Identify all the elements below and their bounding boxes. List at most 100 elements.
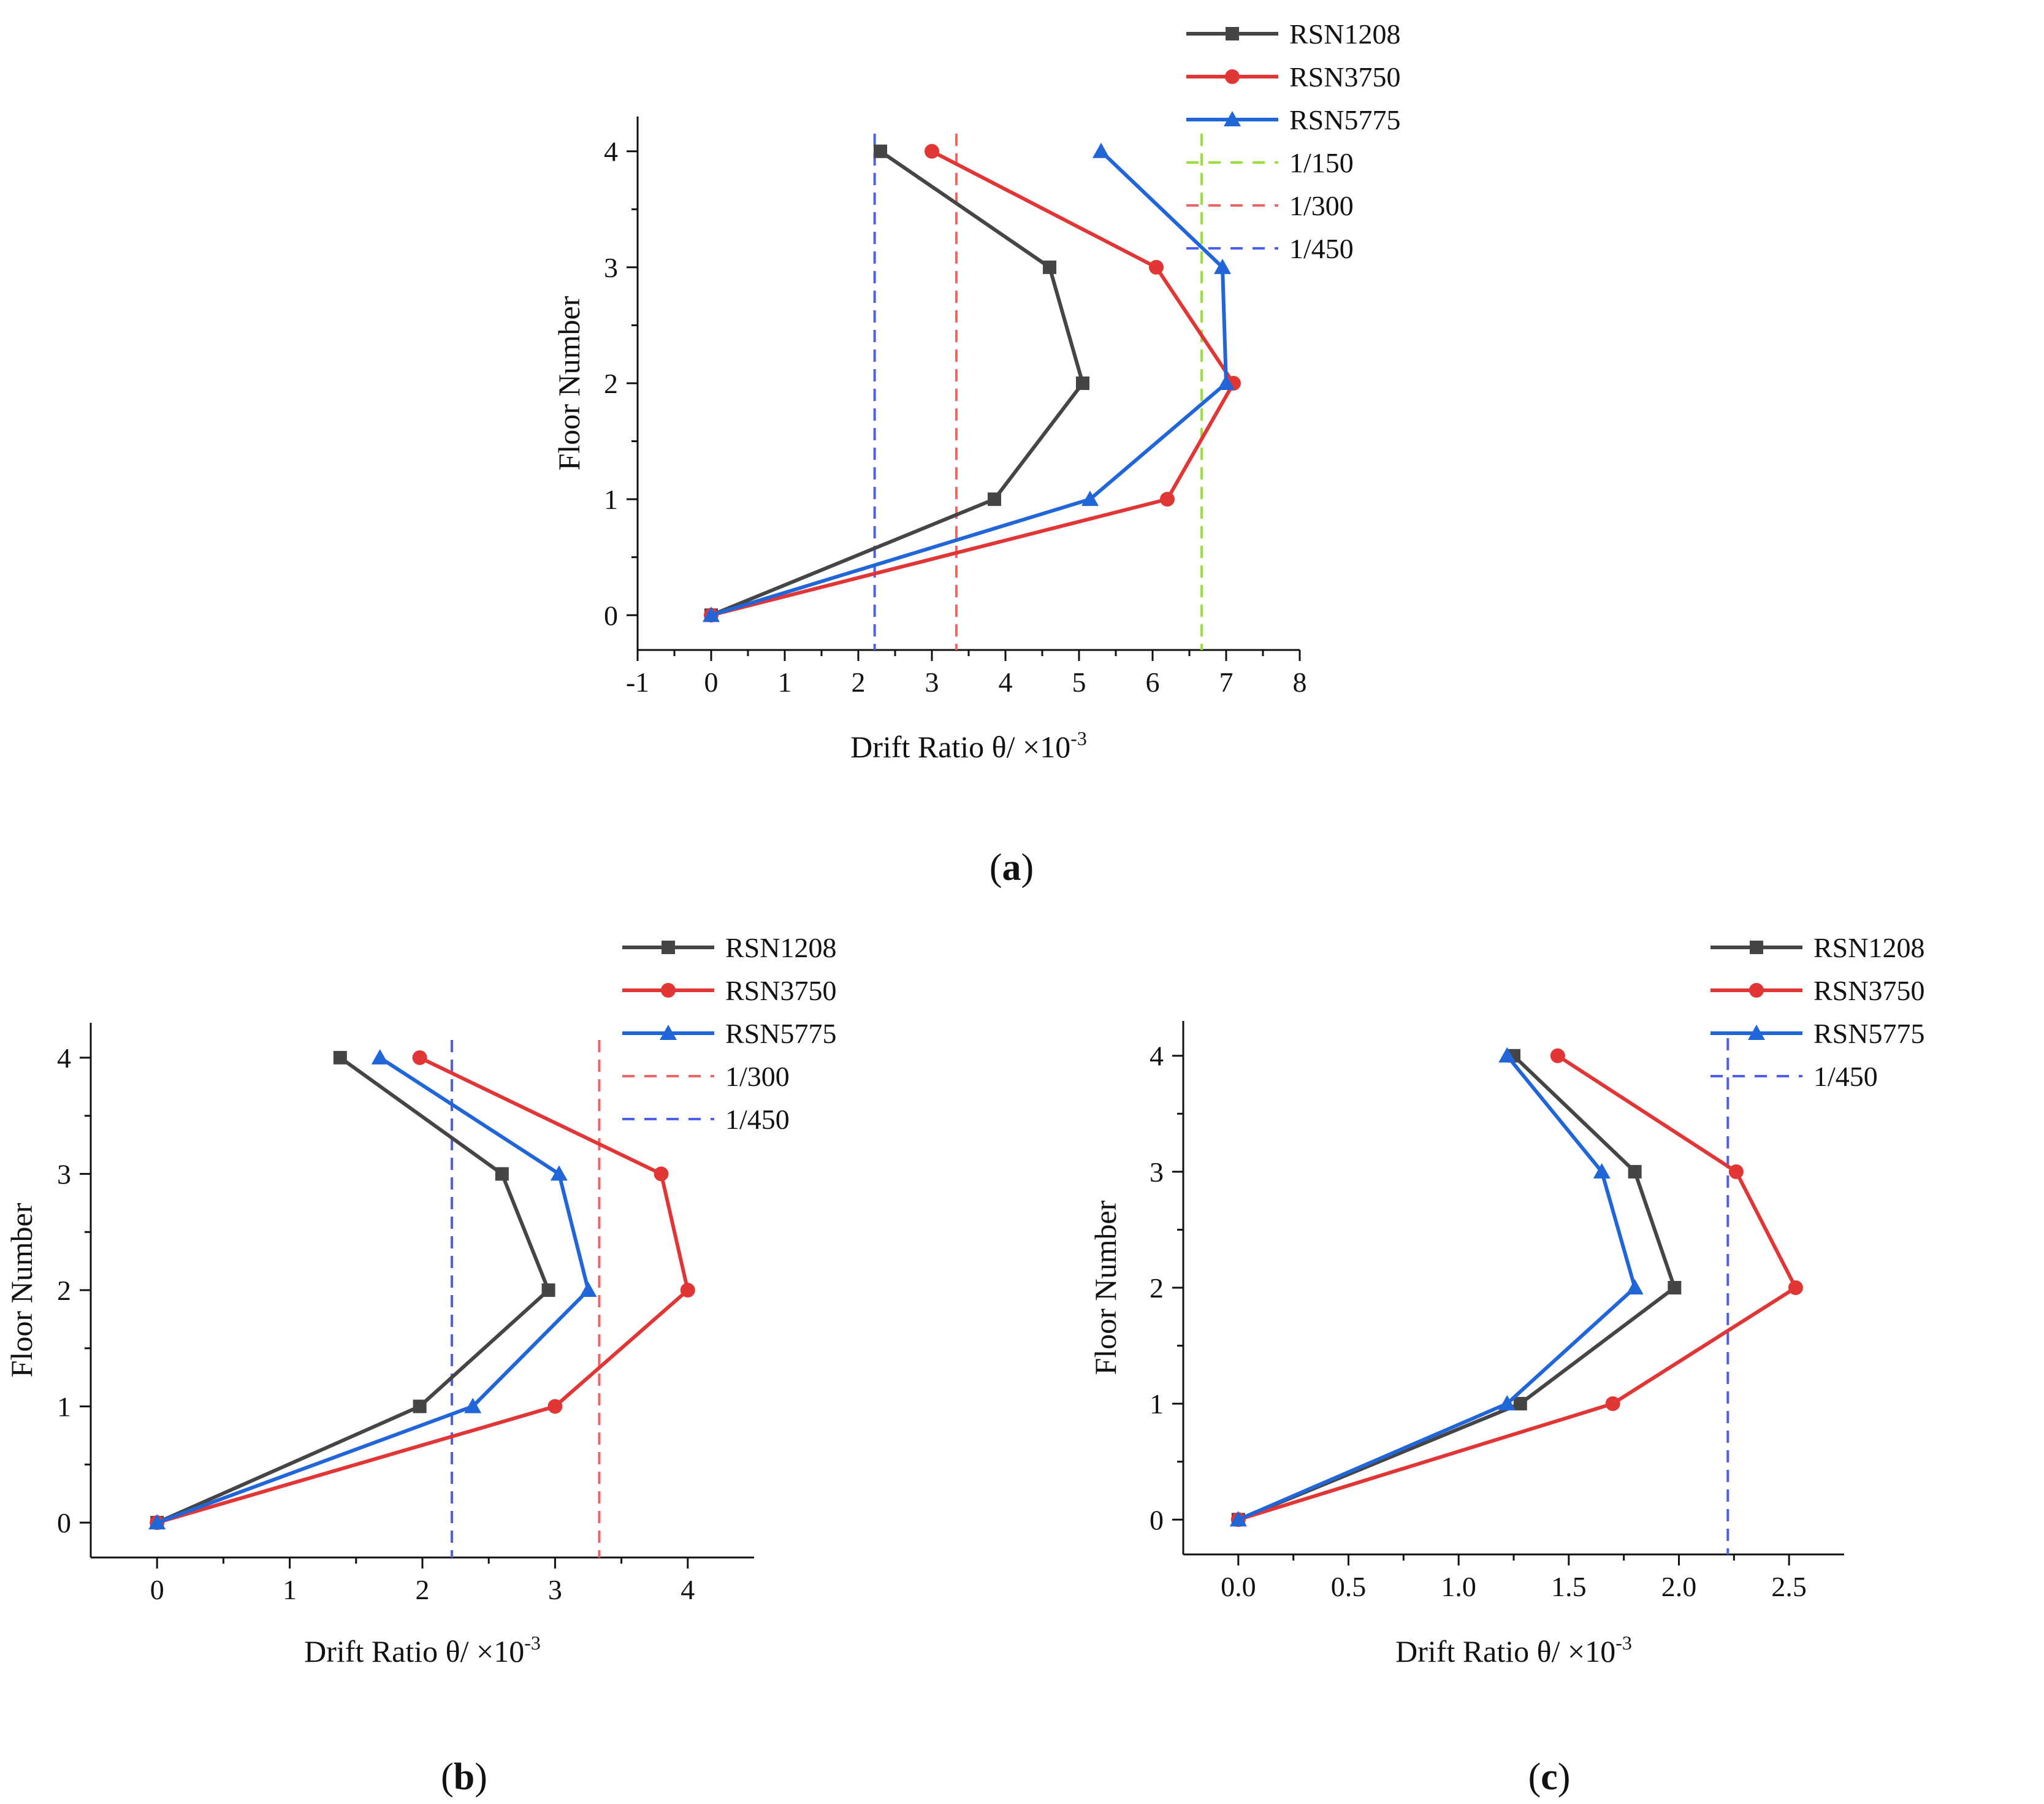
legend-label-RSN5775: RSN5775: [725, 1018, 836, 1049]
data-point-RSN5775: [371, 1049, 389, 1064]
legend-label-RSN1208: RSN1208: [1813, 932, 1924, 963]
data-point-RSN1208: [541, 1283, 555, 1297]
legend-label-RSN1208: RSN1208: [725, 932, 836, 963]
panel-label: (a): [990, 847, 1034, 889]
y-tick-label: 0: [57, 1507, 71, 1538]
legend-label-RSN3750: RSN3750: [725, 975, 836, 1006]
x-axis-title: Drift Ratio θ/ ×10-3: [850, 727, 1087, 764]
legend-marker: [1225, 69, 1240, 84]
data-point-RSN5775: [1218, 375, 1235, 390]
data-point-RSN1208: [1668, 1281, 1682, 1294]
x-axis-title: Drift Ratio θ/ ×10-3: [1395, 1632, 1632, 1668]
x-tick-label: 5: [1072, 667, 1086, 698]
x-axis-title: Drift Ratio θ/ ×10-3: [304, 1632, 541, 1668]
legend: RSN1208 RSN3750 RSN5775 1/450: [1710, 932, 1924, 1092]
legend-marker: [1749, 983, 1764, 998]
y-tick-label: 0: [1150, 1504, 1164, 1535]
data-point-RSN1208: [1628, 1164, 1642, 1179]
legend-label-1-450: 1/450: [725, 1104, 790, 1135]
data-point-RSN3750: [680, 1283, 695, 1298]
y-tick-label: 1: [57, 1391, 71, 1423]
x-tick-label: 0.5: [1331, 1571, 1367, 1602]
y-tick-label: 1: [604, 484, 618, 515]
data-point-RSN3750: [1605, 1396, 1620, 1412]
legend-label-RSN5775: RSN5775: [1289, 104, 1400, 136]
data-point-RSN5775: [1081, 491, 1099, 506]
x-tick-label: -1: [626, 667, 649, 698]
data-point-RSN1208: [413, 1399, 427, 1413]
data-point-RSN5775: [550, 1165, 568, 1181]
data-point-RSN3750: [1160, 492, 1175, 507]
legend-marker: [662, 941, 675, 954]
chart-panel-a: -1 0 1 2 3 4 5 6 7 8 0 1 2 3 4 Drift Ratio θ/ ×10-3 Floo…: [552, 18, 1400, 889]
series-line-RSN3750: [711, 150, 1235, 617]
legend-marker: [660, 1025, 677, 1040]
legend-label-1-150: 1/150: [1289, 147, 1354, 178]
legend-marker: [1750, 941, 1763, 954]
legend-label-1-300: 1/300: [725, 1061, 790, 1092]
data-point-RSN3750: [654, 1166, 669, 1182]
legend-marker: [661, 983, 676, 998]
data-point-RSN1208: [333, 1050, 347, 1064]
data-point-RSN5775: [579, 1282, 597, 1297]
series-line-RSN5775: [1237, 1054, 1637, 1522]
y-tick-label: 2: [57, 1275, 71, 1306]
data-point-RSN3750: [547, 1399, 563, 1414]
data-point-RSN3750: [1788, 1280, 1803, 1295]
series-line-RSN3750: [156, 1056, 690, 1525]
data-point-RSN1208: [1043, 260, 1056, 274]
x-tick-label: 1: [283, 1574, 297, 1605]
x-tick-label: 6: [1146, 667, 1160, 698]
legend-label-1-450: 1/450: [1289, 233, 1354, 264]
legend-label-RSN3750: RSN3750: [1813, 975, 1924, 1006]
x-tick-label: 2: [416, 1574, 430, 1605]
data-point-RSN1208: [495, 1167, 509, 1181]
data-point-RSN5775: [1498, 1395, 1516, 1411]
x-tick-label: 0.0: [1221, 1571, 1256, 1602]
legend-marker: [1226, 27, 1239, 40]
x-tick-label: 4: [681, 1574, 695, 1605]
legend-label-1-450: 1/450: [1813, 1061, 1878, 1092]
chart-panel-c: 0.0 0.5 1.0 1.5 2.0 2.5 0 1 2 3 4 Drift Ratio θ/ ×1…: [1088, 932, 1924, 1798]
data-point-RSN1208: [874, 144, 887, 158]
panel-label: (b): [441, 1756, 487, 1798]
x-tick-label: 7: [1219, 667, 1234, 698]
data-point-RSN5775: [1498, 1047, 1516, 1063]
x-tick-label: 2.5: [1771, 1571, 1807, 1602]
legend-label-RSN1208: RSN1208: [1289, 18, 1400, 50]
x-tick-label: 0: [704, 667, 719, 698]
data-point-RSN3750: [925, 143, 939, 159]
x-tick-label: 3: [925, 667, 939, 698]
x-tick-label: 1: [778, 667, 792, 698]
legend: RSN1208 RSN3750 RSN5775 1/150 1/300 1/450: [1186, 18, 1400, 264]
data-point-RSN5775: [464, 1397, 482, 1413]
data-point-RSN5775: [1229, 1511, 1247, 1527]
data-point-RSN5775: [1093, 142, 1110, 158]
y-tick-label: 3: [57, 1158, 71, 1190]
legend-label-RSN5775: RSN5775: [1813, 1018, 1924, 1049]
data-point-RSN5775: [703, 606, 720, 622]
legend-label-1-300: 1/300: [1289, 190, 1354, 221]
x-tick-label: 1.5: [1551, 1571, 1587, 1602]
y-tick-label: 4: [57, 1042, 71, 1074]
legend-label-RSN3750: RSN3750: [1289, 61, 1400, 93]
data-point-RSN3750: [1550, 1048, 1565, 1063]
y-tick-label: 4: [1150, 1041, 1164, 1072]
data-point-RSN1208: [1076, 376, 1089, 390]
chart-panel-b: 0 1 2 3 4 0 1 2 3 4 Drift Ratio θ/ ×10-3 Floor Numb…: [4, 932, 836, 1798]
y-axis-title: Floor Number: [1088, 1200, 1123, 1375]
panel-label: (c): [1528, 1756, 1571, 1798]
x-tick-label: 3: [548, 1574, 562, 1605]
data-point-RSN1208: [1513, 1397, 1527, 1411]
data-point-RSN5775: [1214, 258, 1231, 274]
series-line-RSN1208: [710, 150, 1085, 617]
y-tick-label: 2: [604, 368, 618, 399]
y-axis-title: Floor Number: [4, 1202, 39, 1377]
data-point-RSN3750: [1149, 259, 1164, 275]
y-tick-label: 2: [1150, 1272, 1164, 1304]
x-tick-label: 4: [999, 667, 1013, 698]
x-tick-label: 0: [150, 1574, 164, 1605]
x-tick-label: 2: [852, 667, 866, 698]
y-axis-title: Floor Number: [552, 296, 586, 470]
